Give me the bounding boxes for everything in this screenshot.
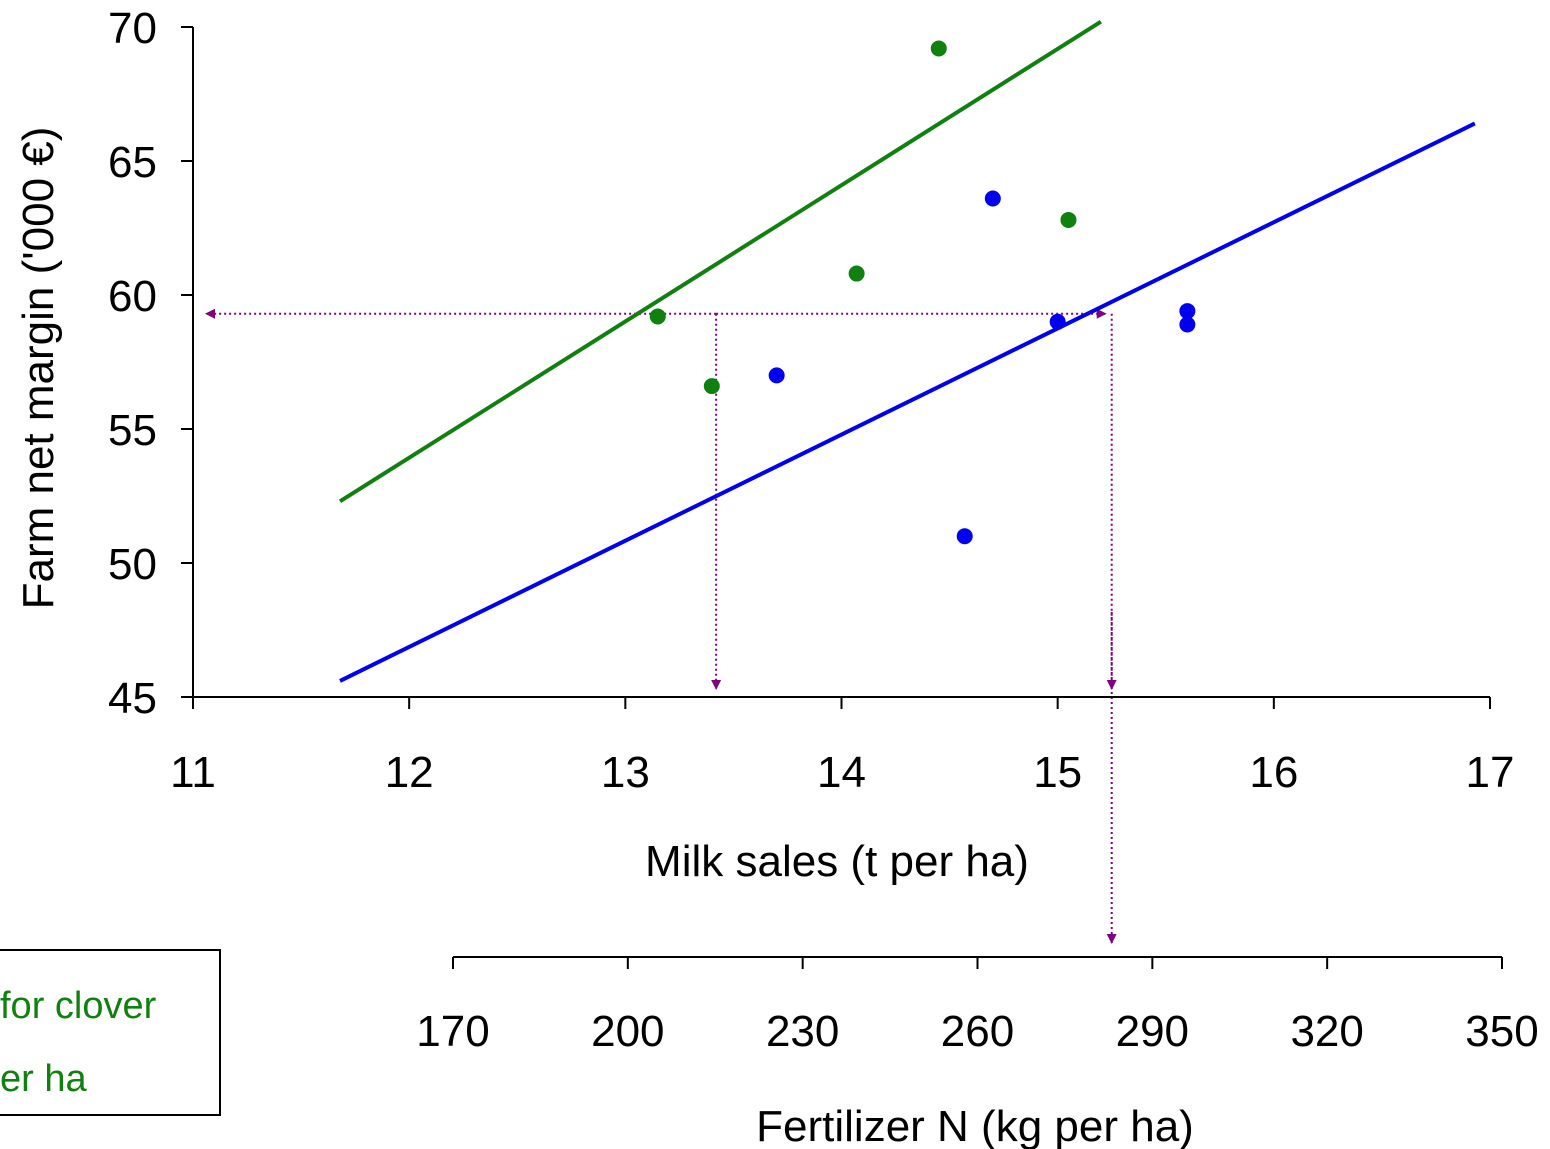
series-2-fit-line: [339, 121, 1476, 683]
y-tick-label: 60: [108, 272, 157, 321]
fit-lines: [338, 19, 1476, 683]
y-tick-label: 45: [108, 674, 157, 723]
series-2-point: [768, 367, 785, 384]
y-tick-label: 55: [108, 406, 157, 455]
x-tick-label: 11: [170, 748, 216, 797]
y-tick-label: 65: [108, 138, 157, 187]
data-points: [649, 40, 1196, 545]
y-axis-title: Farm net margin ('000 €): [14, 127, 63, 610]
series-2-point: [1049, 313, 1066, 330]
reference-lines: [205, 308, 1117, 944]
secondary-x-tick-label: 230: [766, 1007, 839, 1056]
series-1-point: [703, 378, 720, 395]
secondary-x-tick-label: 170: [416, 1007, 489, 1056]
legend-label-1: for clover: [0, 985, 157, 1027]
series-2-point: [1179, 303, 1196, 320]
x-tick-label: 13: [601, 748, 650, 797]
secondary-x-tick-label: 320: [1290, 1007, 1363, 1056]
series-2-point: [984, 190, 1001, 207]
legend-label-2: er ha: [0, 1058, 87, 1100]
x-axis-title: Milk sales (t per ha): [645, 837, 1029, 886]
y-tick-label: 50: [108, 540, 157, 589]
series-1-point: [649, 308, 666, 325]
series-1-point: [930, 40, 947, 57]
ticks: 11 12 13 14 15 16 17 45 50 55 60 65 70 170 200 230 260 29…: [108, 4, 1539, 1056]
x-tick-label: 16: [1249, 748, 1298, 797]
legend-box: [0, 949, 221, 1116]
series-1-point: [848, 265, 865, 282]
x-tick-label: 14: [817, 748, 866, 797]
series-2-point: [1179, 316, 1196, 333]
series-2-point: [956, 528, 973, 545]
secondary-x-tick-label: 200: [591, 1007, 664, 1056]
x-tick-label: 15: [1033, 748, 1082, 797]
axes: [192, 27, 1502, 958]
series-1-point: [1060, 211, 1077, 228]
y-tick-label: 70: [108, 4, 157, 53]
x-tick-label: 12: [385, 748, 434, 797]
secondary-x-tick-label: 350: [1465, 1007, 1538, 1056]
secondary-x-tick-label: 290: [1116, 1007, 1189, 1056]
series-1-fit-line: [338, 19, 1102, 504]
x-tick-label: 17: [1466, 748, 1515, 797]
secondary-x-axis-title: Fertilizer N (kg per ha): [756, 1102, 1194, 1149]
secondary-x-tick-label: 260: [941, 1007, 1014, 1056]
legend: for clover er ha: [0, 949, 221, 1116]
